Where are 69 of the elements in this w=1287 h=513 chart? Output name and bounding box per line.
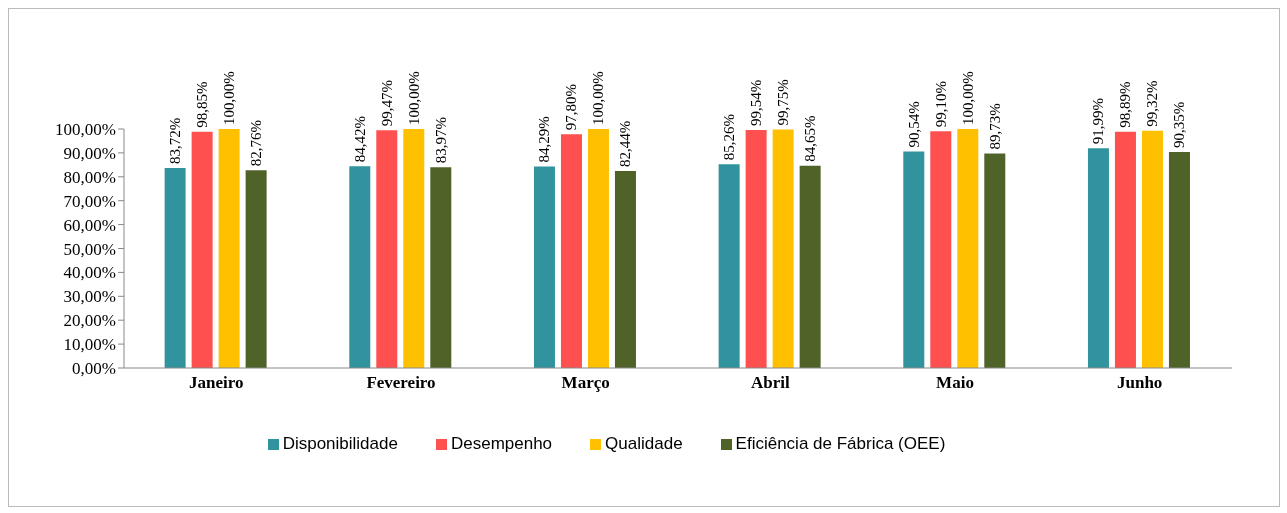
bar [957,129,979,368]
data-label: 89,73% [986,103,1003,150]
data-label: 83,72% [167,117,184,164]
bar [403,129,425,368]
x-tick-label: Abril [750,373,790,393]
data-label: 99,54% [748,79,765,127]
data-label: 100,00% [221,71,238,125]
y-tick-label: 80,00% [63,167,116,187]
bar [560,134,582,368]
bar [772,129,794,368]
data-label: 97,80% [563,84,580,131]
legend-label: Disponibilidade [282,434,398,453]
y-tick-label: 60,00% [63,215,116,235]
x-tick-label: Fevereiro [366,373,436,393]
data-label: 100,00% [959,71,976,125]
legend-label: Qualidade [605,434,683,453]
y-tick-label: 100,00% [55,120,116,140]
data-label: 82,44% [617,120,634,167]
bar [1168,152,1190,368]
bar [533,166,555,368]
bar [376,130,398,368]
bar [614,170,636,368]
data-label: 84,65% [802,115,819,162]
data-label: 84,29% [536,116,553,163]
bar [930,131,952,368]
data-label: 85,26% [721,113,738,161]
x-tick-label: Maio [936,373,974,393]
y-tick-label: 90,00% [63,143,116,163]
data-label: 99,47% [378,80,395,127]
bar [430,167,452,368]
data-label: 99,10% [932,80,949,128]
bar [218,129,240,368]
data-label: 91,99% [1090,97,1107,145]
bar [903,151,925,368]
legend-label: Eficiência de Fábrica (OEE) [735,434,946,453]
bar [164,167,186,368]
data-label: 83,97% [432,117,449,164]
data-label: 90,35% [1171,101,1188,149]
bar [191,131,213,368]
bar [984,153,1006,368]
y-tick-label: 10,00% [63,335,116,355]
bar [718,164,740,368]
data-label: 100,00% [405,71,422,125]
data-label: 98,89% [1117,81,1134,128]
x-tick-label: Junho [1116,373,1163,393]
data-label: 99,32% [1144,80,1161,127]
y-tick-label: 30,00% [63,287,116,307]
bar [587,129,609,368]
y-tick-label: 50,00% [63,239,116,259]
bar [1087,148,1109,368]
bar [245,170,267,368]
bar [799,165,821,368]
x-tick-label: Janeiro [189,373,244,393]
bar [1114,131,1136,368]
data-label: 100,00% [590,71,607,125]
bar [349,166,371,368]
y-tick-label: 40,00% [63,263,116,283]
y-tick-label: 0,00% [72,359,116,379]
legend-label: Desempenho [450,434,553,453]
bar [745,130,767,368]
x-tick-label: Março [561,373,610,393]
data-label: 90,54% [905,101,922,148]
bar [1141,130,1163,368]
data-label: 82,76% [248,119,265,167]
data-label: 84,42% [351,115,368,163]
data-label: 98,85% [194,81,211,128]
data-label: 99,75% [775,79,792,126]
y-tick-label: 70,00% [63,191,116,211]
y-tick-label: 20,00% [63,311,116,331]
